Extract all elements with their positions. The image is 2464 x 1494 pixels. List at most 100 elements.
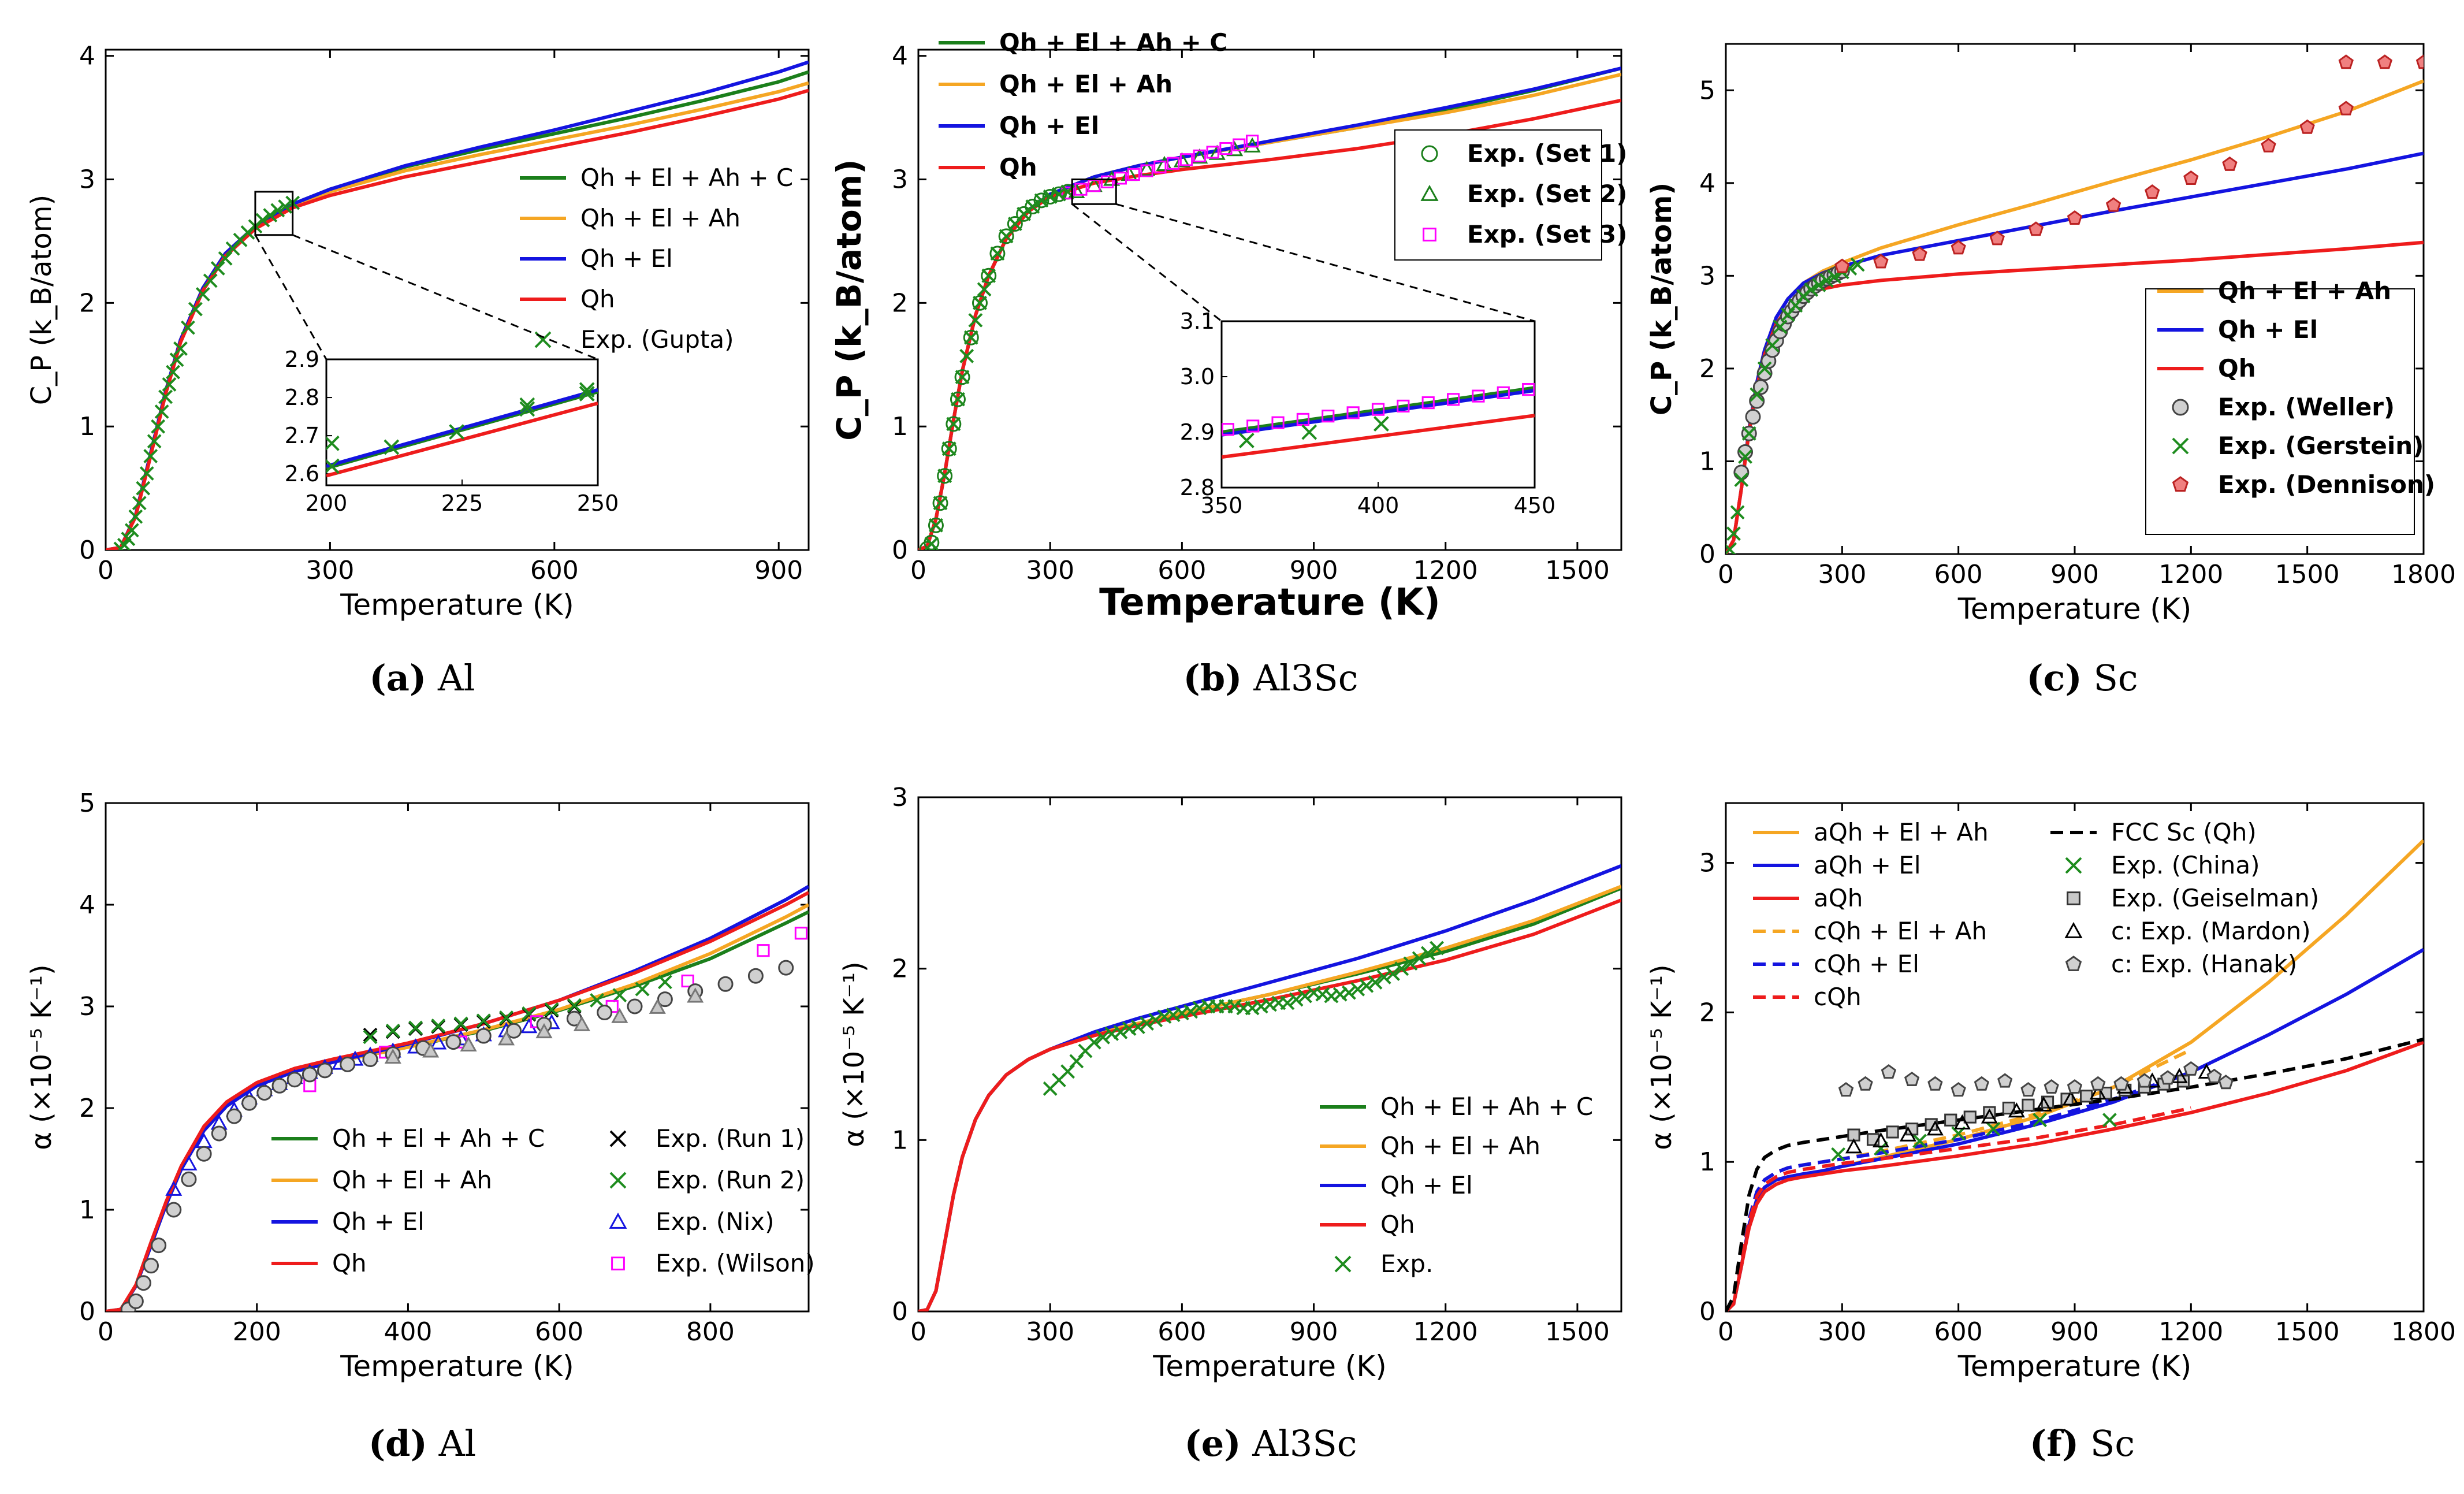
y-axis-label: C_P (k_B/atom) bbox=[829, 159, 869, 440]
data-point bbox=[188, 302, 203, 317]
data-point bbox=[1371, 403, 1385, 416]
data-point bbox=[1750, 387, 1765, 402]
chart-panel-f: 0 300 600 900 1200 1500 1800 0 1 2 3 Temperature (K… bbox=[1646, 802, 2456, 1465]
data-point bbox=[627, 998, 643, 1014]
data-point bbox=[1981, 1108, 1998, 1124]
scatter-series-7 bbox=[924, 184, 1075, 550]
data-point bbox=[1359, 978, 1374, 993]
y-tick-label: 4 bbox=[1699, 169, 1715, 198]
x-tick-label: 1500 bbox=[2275, 1317, 2340, 1347]
data-point bbox=[1289, 992, 1304, 1007]
data-point bbox=[2338, 101, 2354, 116]
legend-label: Qh + El + Ah + C bbox=[1380, 1092, 1593, 1121]
data-point bbox=[1850, 257, 1865, 272]
x-tick-label: 0 bbox=[910, 1317, 926, 1347]
legend-marker bbox=[611, 1257, 625, 1270]
x-tick-label: 1500 bbox=[1545, 556, 1610, 585]
data-point bbox=[1899, 1126, 1916, 1142]
legend-label: aQh + El + Ah bbox=[1814, 818, 1989, 846]
x-axis-label: Temperature (K) bbox=[1152, 1350, 1386, 1383]
y-tick-label: 4 bbox=[79, 890, 95, 920]
data-point bbox=[2145, 184, 2160, 199]
data-point bbox=[1280, 995, 1295, 1010]
data-point bbox=[1244, 137, 1261, 153]
data-point bbox=[2067, 210, 2083, 225]
y-axis-label: α (×10⁻⁵ K⁻¹) bbox=[838, 961, 870, 1147]
legend-marker bbox=[2067, 891, 2080, 905]
line-series-3 bbox=[106, 891, 809, 1311]
data-point bbox=[326, 435, 340, 451]
x-tick-label: 1500 bbox=[2275, 560, 2340, 589]
plot-frame bbox=[105, 49, 810, 551]
x-tick-label: 600 bbox=[535, 1317, 583, 1347]
data-point bbox=[1222, 423, 1234, 436]
y-tick-label: 5 bbox=[79, 789, 95, 818]
data-point bbox=[1838, 1082, 1854, 1097]
data-point bbox=[1858, 1076, 1873, 1091]
zoom-connector bbox=[1115, 203, 1535, 322]
data-point bbox=[121, 532, 136, 547]
panel-caption: (a) Al bbox=[369, 657, 475, 699]
data-point bbox=[937, 468, 953, 484]
data-point bbox=[1845, 1138, 1863, 1154]
data-point bbox=[717, 976, 734, 992]
legend-label: Qh bbox=[580, 285, 615, 313]
data-point bbox=[166, 365, 180, 380]
data-point bbox=[635, 982, 650, 997]
x-tick-label: 300 bbox=[306, 556, 354, 585]
x-tick-label: 800 bbox=[686, 1317, 735, 1347]
data-point bbox=[1745, 408, 1761, 425]
legend-label: Exp. (Weller) bbox=[2218, 393, 2395, 421]
data-point bbox=[143, 449, 158, 463]
data-point bbox=[1912, 246, 1927, 261]
data-point bbox=[1034, 193, 1049, 208]
inset-series-4 bbox=[1238, 416, 1389, 448]
caption-letter: (d) bbox=[369, 1422, 427, 1465]
data-point bbox=[151, 419, 166, 434]
legend-marker bbox=[609, 1172, 627, 1189]
inset-panel: 200 225 250 2.6 2.7 2.8 2.9 bbox=[254, 191, 619, 516]
data-point bbox=[981, 267, 997, 284]
data-point bbox=[195, 287, 210, 302]
legend-marker bbox=[2064, 921, 2083, 938]
x-tick-label: 0 bbox=[1718, 560, 1734, 589]
data-point bbox=[998, 228, 1014, 244]
inset-x-tick-label: 350 bbox=[1201, 493, 1243, 518]
data-point bbox=[611, 1008, 628, 1023]
legend-label: Exp. (Gupta) bbox=[580, 325, 734, 354]
y-tick-label: 0 bbox=[892, 1297, 908, 1326]
x-tick-label: 300 bbox=[1026, 1317, 1074, 1347]
legend-marker bbox=[609, 1130, 627, 1147]
data-point bbox=[431, 1019, 446, 1033]
y-tick-label: 4 bbox=[892, 42, 908, 71]
y-tick-label: 3 bbox=[1699, 849, 1715, 878]
y-tick-label: 2 bbox=[892, 954, 908, 984]
data-point bbox=[340, 1056, 356, 1072]
x-tick-label: 600 bbox=[1157, 556, 1206, 585]
x-tick-label: 1200 bbox=[1413, 1317, 1478, 1347]
data-point bbox=[929, 518, 943, 533]
legend-label: Qh + El + Ah bbox=[999, 70, 1173, 98]
zoom-connector bbox=[292, 234, 598, 361]
data-point bbox=[1497, 386, 1510, 399]
legend-marker bbox=[1334, 1255, 1352, 1273]
data-point bbox=[506, 1023, 522, 1039]
legend-marker bbox=[2065, 857, 2082, 874]
data-point bbox=[2035, 1096, 2052, 1112]
data-point bbox=[1951, 240, 1966, 255]
data-point bbox=[1963, 1110, 1977, 1124]
data-point bbox=[211, 1125, 227, 1142]
x-tick-label: 0 bbox=[98, 556, 114, 585]
data-point bbox=[203, 273, 218, 288]
line-series-4 bbox=[1726, 1071, 2192, 1311]
y-tick-label: 2 bbox=[79, 1094, 95, 1123]
data-point bbox=[181, 1171, 197, 1187]
data-point bbox=[1051, 187, 1066, 202]
data-point bbox=[612, 988, 627, 1003]
x-tick-label: 600 bbox=[1934, 560, 1983, 589]
legend: Qh + El + Ah + C Qh + El + Ah Qh + El Qh Exp… bbox=[271, 1124, 815, 1277]
data-point bbox=[363, 1030, 378, 1045]
y-tick-label: 3 bbox=[892, 165, 908, 195]
data-point bbox=[2183, 1061, 2199, 1076]
data-point bbox=[363, 1027, 378, 1042]
